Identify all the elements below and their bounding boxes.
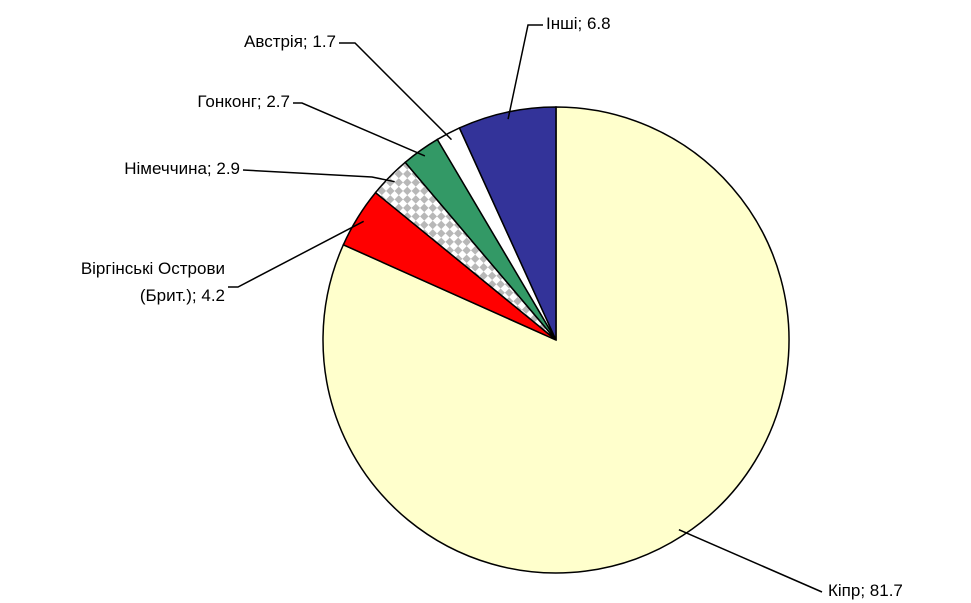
leader-line <box>242 169 395 183</box>
leader-line <box>507 24 543 120</box>
data-label: Кіпр; 81.7 <box>828 581 903 600</box>
data-label: Австрія; 1.7 <box>244 32 336 51</box>
leader-line <box>678 528 823 593</box>
data-label: Гонконг; 2.7 <box>197 92 290 111</box>
leader-line <box>339 42 453 141</box>
pie-slice <box>458 106 557 341</box>
data-label: Інші; 6.8 <box>546 14 611 33</box>
leader-line <box>293 102 426 157</box>
data-label: Німеччина; 2.9 <box>124 159 240 178</box>
leader-line <box>228 220 365 288</box>
data-label: Віргінські Острови (Брит.); 4.2 <box>81 259 225 305</box>
